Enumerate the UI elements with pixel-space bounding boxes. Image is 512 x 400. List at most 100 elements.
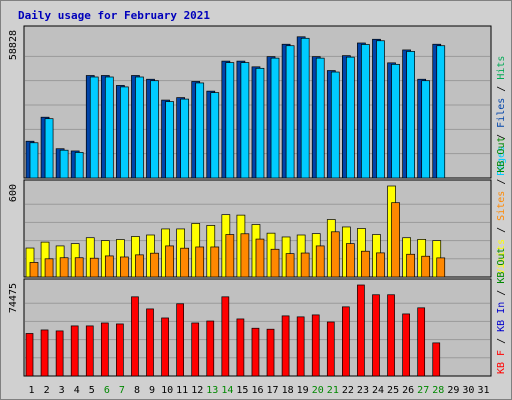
legend-kb-out: KB Out xyxy=(496,248,507,284)
bar-kb-f-day-19 xyxy=(296,316,305,377)
bar-kb-f-day-28 xyxy=(432,342,441,377)
x-tick-day-4: 4 xyxy=(74,385,80,396)
chart-title: Daily usage for February 2021 xyxy=(18,9,210,22)
bar-pages-day-3 xyxy=(59,149,69,179)
legend-separator: / xyxy=(496,221,507,239)
bar-kb-f-day-27 xyxy=(417,307,426,377)
panel-2: 600 Visits / Sites / KB Out xyxy=(8,137,507,278)
bar-pages-day-22 xyxy=(346,56,355,179)
bar-pages-day-1 xyxy=(29,142,39,179)
bar-sites-day-10 xyxy=(165,245,174,278)
bar-kb-f-day-13 xyxy=(206,320,215,377)
bar-pages-day-12 xyxy=(195,82,205,179)
bar-pages-day-8 xyxy=(135,76,144,179)
bar-sites-day-11 xyxy=(180,247,189,278)
bar-sites-day-5 xyxy=(89,257,99,278)
x-tick-day-31: 31 xyxy=(477,385,489,396)
x-tick-day-20: 20 xyxy=(312,385,324,396)
bar-kb-f-day-23 xyxy=(357,284,365,377)
bar-sites-day-27 xyxy=(421,255,431,278)
x-tick-day-9: 9 xyxy=(149,385,155,396)
x-tick-day-19: 19 xyxy=(297,385,309,396)
bar-sites-day-16 xyxy=(255,238,265,278)
legend-files: Files xyxy=(496,98,507,128)
bar-sites-day-28 xyxy=(436,257,446,278)
bar-pages-day-18 xyxy=(285,45,295,179)
legend-separator: / xyxy=(496,284,507,302)
bar-kb-f-day-6 xyxy=(100,322,109,377)
bar-kb-f-day-9 xyxy=(146,308,154,377)
x-tick-day-23: 23 xyxy=(357,385,369,396)
bar-sites-day-2 xyxy=(44,258,54,278)
x-tick-day-29: 29 xyxy=(447,385,459,396)
bar-sites-day-4 xyxy=(74,257,84,278)
bar-pages-day-16 xyxy=(255,67,265,179)
x-tick-day-26: 26 xyxy=(402,385,414,396)
x-tick-day-28: 28 xyxy=(432,385,444,396)
bar-sites-day-24 xyxy=(376,252,385,278)
panel-3-ymax-label: 74475 xyxy=(8,283,19,313)
bar-pages-day-11 xyxy=(180,98,189,179)
bar-pages-day-13 xyxy=(210,92,220,179)
bar-sites-day-12 xyxy=(195,246,205,278)
bar-pages-day-28 xyxy=(436,45,446,179)
bar-kb-f-day-24 xyxy=(372,294,380,377)
bar-kb-f-day-22 xyxy=(342,306,350,377)
legend-sites: Sites xyxy=(496,191,507,221)
bar-kb-f-day-16 xyxy=(251,327,260,377)
bar-pages-day-9 xyxy=(150,80,159,179)
bar-kb-f-day-8 xyxy=(131,296,139,377)
panel-1-ymax-label: 58828 xyxy=(8,30,19,60)
x-tick-day-18: 18 xyxy=(282,385,294,396)
bar-kb-f-day-15 xyxy=(236,318,245,377)
bar-pages-day-5 xyxy=(89,76,99,179)
bar-pages-day-21 xyxy=(330,71,340,179)
bar-sites-day-17 xyxy=(270,248,280,278)
x-tick-day-5: 5 xyxy=(89,385,95,396)
bar-sites-day-21 xyxy=(330,231,340,278)
legend-pages: Pages xyxy=(496,146,507,176)
x-tick-day-6: 6 xyxy=(104,385,110,396)
legend-hits: Hits xyxy=(496,56,507,80)
bar-kb-f-day-5 xyxy=(85,325,94,377)
bar-sites-day-23 xyxy=(361,250,370,278)
bar-pages-day-2 xyxy=(44,118,54,179)
panel-3-legend: KB F / KB In / KB Out xyxy=(496,248,507,374)
x-tick-day-12: 12 xyxy=(191,385,203,396)
bar-pages-day-23 xyxy=(361,44,370,179)
panel-1: 58828 Pages / Files / Hits xyxy=(8,25,507,179)
bar-pages-day-26 xyxy=(406,51,415,179)
legend-separator: / xyxy=(496,128,507,146)
bar-pages-day-6 xyxy=(104,76,114,179)
panel-1-legend: Pages / Files / Hits xyxy=(496,56,507,176)
bar-kb-f-day-18 xyxy=(281,315,290,377)
bar-kb-f-day-20 xyxy=(311,314,320,377)
x-tick-day-17: 17 xyxy=(267,385,279,396)
legend-separator: / xyxy=(496,80,507,98)
bar-sites-day-19 xyxy=(300,252,310,278)
x-tick-day-3: 3 xyxy=(59,385,65,396)
x-tick-day-24: 24 xyxy=(372,385,384,396)
bar-kb-f-day-1 xyxy=(25,333,34,377)
legend-separator: / xyxy=(496,332,507,350)
bar-sites-day-8 xyxy=(135,254,144,278)
x-axis-day-labels: 1 2 3 4 5 6 7 8 9 10 11 12 13 14 15 16 17 18 19 20 21 22 23 24 2… xyxy=(29,385,490,396)
x-tick-day-27: 27 xyxy=(417,385,429,396)
bar-pages-day-27 xyxy=(421,80,431,179)
bar-sites-day-20 xyxy=(315,245,325,278)
bar-sites-day-22 xyxy=(346,243,355,278)
bar-kb-f-day-25 xyxy=(387,294,395,377)
x-tick-day-7: 7 xyxy=(119,385,125,396)
bar-kb-f-day-21 xyxy=(326,321,335,377)
bar-sites-day-6 xyxy=(104,255,114,278)
x-tick-day-14: 14 xyxy=(221,385,233,396)
x-tick-day-13: 13 xyxy=(206,385,218,396)
bar-sites-day-9 xyxy=(150,252,159,278)
panel-2-legend: Visits / Sites / KB Out xyxy=(496,137,507,275)
bar-kb-f-day-3 xyxy=(55,330,64,377)
bar-sites-day-1 xyxy=(29,262,39,278)
bar-pages-day-14 xyxy=(225,62,235,179)
bar-pages-day-4 xyxy=(74,152,84,179)
